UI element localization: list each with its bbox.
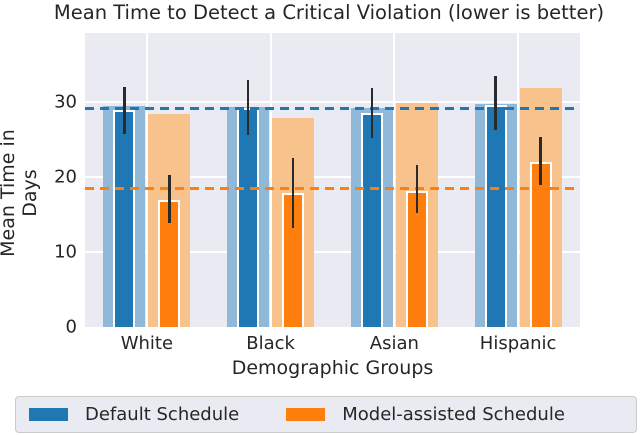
- legend-item-model-assisted-schedule: Model-assisted Schedule: [286, 404, 565, 425]
- bar-default-black: [237, 108, 260, 327]
- legend-swatch-blue-icon: [29, 408, 68, 421]
- gridline-horizontal: [85, 251, 580, 253]
- error-bar: [246, 80, 250, 135]
- gridline-horizontal: [85, 101, 580, 103]
- gridline-horizontal: [85, 176, 580, 178]
- legend-swatch-orange-icon: [286, 408, 326, 421]
- legend-label: Model-assisted Schedule: [342, 404, 565, 425]
- gridline-vertical: [145, 33, 148, 327]
- error-bar: [415, 165, 419, 213]
- x-tick-label-black: Black: [246, 333, 295, 354]
- mean-line-default: [85, 107, 580, 111]
- legend-label: Default Schedule: [85, 404, 240, 425]
- y-tick-label: 0: [65, 316, 77, 338]
- x-tick-label-hispanic: Hispanic: [479, 333, 557, 354]
- y-tick-label: 10: [54, 241, 77, 263]
- error-bar: [123, 87, 126, 135]
- plot-area: [85, 33, 580, 327]
- gridline-vertical: [269, 33, 272, 327]
- x-axis-label: Demographic Groups: [231, 357, 434, 379]
- x-tick-label-asian: Asian: [369, 333, 419, 354]
- error-bar: [168, 174, 171, 223]
- chart-title: Mean Time to Detect a Critical Violation…: [53, 1, 605, 24]
- legend-item-default-schedule: Default Schedule: [29, 404, 239, 425]
- mean-line-model-assisted: [85, 186, 580, 190]
- bar-default-white: [113, 109, 136, 327]
- error-bar: [539, 137, 542, 186]
- gridline-vertical: [393, 33, 396, 327]
- bar-default-asian: [360, 113, 383, 327]
- gridline-vertical: [517, 33, 520, 327]
- y-axis-label: Mean Time in Days: [0, 129, 41, 257]
- error-bar: [291, 158, 295, 228]
- y-tick-label: 30: [54, 91, 77, 113]
- error-bar: [494, 75, 497, 130]
- y-tick-label: 20: [54, 166, 77, 188]
- x-tick-label-white: White: [120, 333, 174, 354]
- legend: Default Schedule Model-assisted Schedule: [15, 396, 637, 433]
- error-bar: [370, 87, 374, 138]
- bar-default-hispanic: [484, 105, 507, 327]
